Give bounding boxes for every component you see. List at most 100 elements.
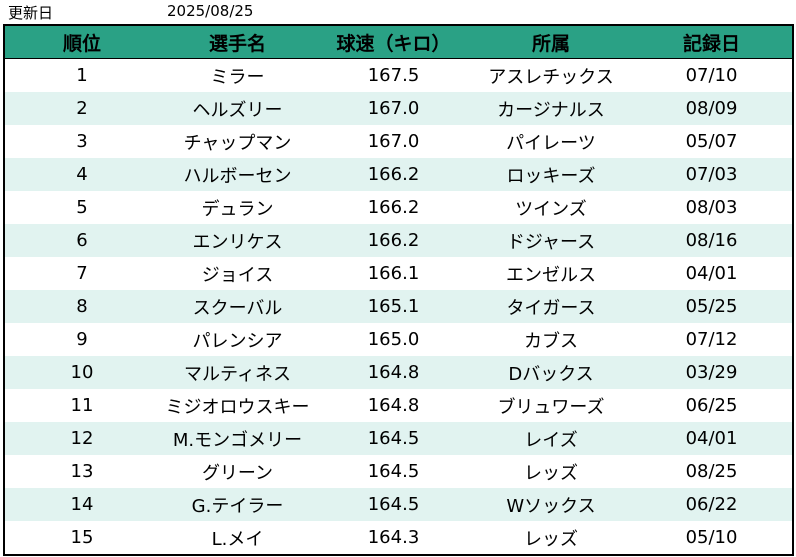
velocity-cell: 166.2 <box>367 197 420 218</box>
rank-cell: 5 <box>76 197 88 218</box>
velocity-cell: 167.5 <box>367 65 420 86</box>
rank-cell: 15 <box>70 527 94 548</box>
player-name-cell: L.メイ <box>211 528 264 550</box>
rank-cell: 14 <box>4 488 159 521</box>
table-header-row: 順位 選手名 球速（キロ） 所属 記録日 <box>4 25 793 59</box>
rank-cell: 4 <box>4 158 159 191</box>
update-info-bar: 更新日 2025/08/25 <box>0 0 796 22</box>
table-row: 7 ジョイス 166.1 エンゼルス 04/01 <box>4 257 793 290</box>
player-name-cell: M.モンゴメリー <box>159 422 316 455</box>
column-player-name-header: 選手名 <box>159 25 316 59</box>
record-date-cell: 08/03 <box>685 197 738 218</box>
updated-label: 更新日 <box>8 4 54 22</box>
team-cell: エンゼルス <box>506 264 596 286</box>
player-name-cell: ミラー <box>210 66 265 88</box>
rank-cell: 6 <box>4 224 159 257</box>
rank-cell: 3 <box>76 131 88 152</box>
team-cell: Wソックス <box>471 488 631 521</box>
player-name-cell: マルティネス <box>159 356 316 389</box>
velocity-cell: 167.0 <box>316 92 471 125</box>
velocity-cell: 166.1 <box>367 263 420 284</box>
record-date-cell: 08/25 <box>685 461 738 482</box>
rank-cell: 11 <box>70 395 94 416</box>
record-date-cell: 06/25 <box>685 395 738 416</box>
team-cell: パイレーツ <box>506 132 596 154</box>
velocity-ranking-table: 順位 選手名 球速（キロ） 所属 記録日 1 ミラー 167.5 アスレチックス 07/10 2 ヘ… <box>3 24 794 556</box>
team-cell: レイズ <box>471 422 631 455</box>
player-name-cell: ジョイス <box>201 264 274 286</box>
rank-cell: 7 <box>76 263 88 284</box>
team-cell: レッズ <box>524 462 578 484</box>
column-record-date-header: 記録日 <box>631 25 793 59</box>
record-date-cell: 08/09 <box>631 92 793 125</box>
record-date-cell: 07/10 <box>685 65 738 86</box>
column-velocity-header: 球速（キロ） <box>316 25 471 59</box>
team-cell: レッズ <box>524 528 578 550</box>
player-name-cell: デュラン <box>201 198 274 220</box>
rank-cell: 12 <box>4 422 159 455</box>
player-name-cell: ハルボーセン <box>159 158 316 191</box>
table-row: 2 ヘルズリー 167.0 カージナルス 08/09 <box>4 92 793 125</box>
velocity-cell: 165.1 <box>316 290 471 323</box>
table-row: 13 グリーン 164.5 レッズ 08/25 <box>4 455 793 488</box>
player-name-cell: チャップマン <box>183 132 292 154</box>
velocity-cell: 166.2 <box>316 158 471 191</box>
player-name-cell: ヘルズリー <box>159 92 316 125</box>
team-cell: ロッキーズ <box>471 158 631 191</box>
table-row: 15 L.メイ 164.3 レッズ 05/10 <box>4 521 793 555</box>
record-date-cell: 07/03 <box>631 158 793 191</box>
rank-cell: 8 <box>4 290 159 323</box>
player-name-cell: スクーバル <box>159 290 316 323</box>
velocity-cell: 164.5 <box>316 488 471 521</box>
record-date-cell: 08/16 <box>631 224 793 257</box>
record-date-cell: 05/25 <box>631 290 793 323</box>
table-row: 8 スクーバル 165.1 タイガース 05/25 <box>4 290 793 323</box>
record-date-cell: 06/22 <box>631 488 793 521</box>
rank-cell: 10 <box>4 356 159 389</box>
record-date-cell: 05/10 <box>685 527 738 548</box>
rank-cell: 2 <box>4 92 159 125</box>
table-row: 12 M.モンゴメリー 164.5 レイズ 04/01 <box>4 422 793 455</box>
team-cell: アスレチックス <box>488 66 614 88</box>
table-row: 9 パレンシア 165.0 カブス 07/12 <box>4 323 793 356</box>
player-name-cell: エンリケス <box>159 224 316 257</box>
velocity-cell: 164.5 <box>367 461 420 482</box>
record-date-cell: 05/07 <box>685 131 738 152</box>
team-cell: ツインズ <box>515 198 587 220</box>
table-row: 5 デュラン 166.2 ツインズ 08/03 <box>4 191 793 224</box>
record-date-cell: 03/29 <box>631 356 793 389</box>
team-cell: Dバックス <box>471 356 631 389</box>
table-row: 1 ミラー 167.5 アスレチックス 07/10 <box>4 59 793 93</box>
column-rank-header: 順位 <box>4 25 159 59</box>
team-cell: ドジャース <box>471 224 631 257</box>
velocity-cell: 164.8 <box>316 356 471 389</box>
rank-cell: 1 <box>76 65 88 86</box>
player-name-cell: G.テイラー <box>159 488 316 521</box>
rank-cell: 13 <box>70 461 94 482</box>
table-row: 11 ミジオロウスキー 164.8 ブリュワーズ 06/25 <box>4 389 793 422</box>
player-name-cell: パレンシア <box>192 330 283 352</box>
updated-date: 2025/08/25 <box>167 2 254 20</box>
record-date-cell: 04/01 <box>685 263 738 284</box>
velocity-cell: 164.5 <box>316 422 471 455</box>
table-body: 1 ミラー 167.5 アスレチックス 07/10 2 ヘルズリー 167.0 カージナルス 08… <box>4 59 793 556</box>
player-name-cell: グリーン <box>201 462 274 484</box>
team-cell: カブス <box>524 330 578 352</box>
column-team-header: 所属 <box>471 25 631 59</box>
table-row: 4 ハルボーセン 166.2 ロッキーズ 07/03 <box>4 158 793 191</box>
table-row: 10 マルティネス 164.8 Dバックス 03/29 <box>4 356 793 389</box>
velocity-cell: 164.3 <box>367 527 420 548</box>
rank-cell: 9 <box>76 329 88 350</box>
record-date-cell: 04/01 <box>631 422 793 455</box>
record-date-cell: 07/12 <box>685 329 738 350</box>
velocity-cell: 166.2 <box>316 224 471 257</box>
velocity-cell: 167.0 <box>367 131 420 152</box>
team-cell: タイガース <box>471 290 631 323</box>
table-row: 14 G.テイラー 164.5 Wソックス 06/22 <box>4 488 793 521</box>
velocity-cell: 165.0 <box>367 329 420 350</box>
table-row: 3 チャップマン 167.0 パイレーツ 05/07 <box>4 125 793 158</box>
player-name-cell: ミジオロウスキー <box>165 396 310 418</box>
team-cell: ブリュワーズ <box>497 396 605 418</box>
velocity-cell: 164.8 <box>367 395 420 416</box>
table-row: 6 エンリケス 166.2 ドジャース 08/16 <box>4 224 793 257</box>
